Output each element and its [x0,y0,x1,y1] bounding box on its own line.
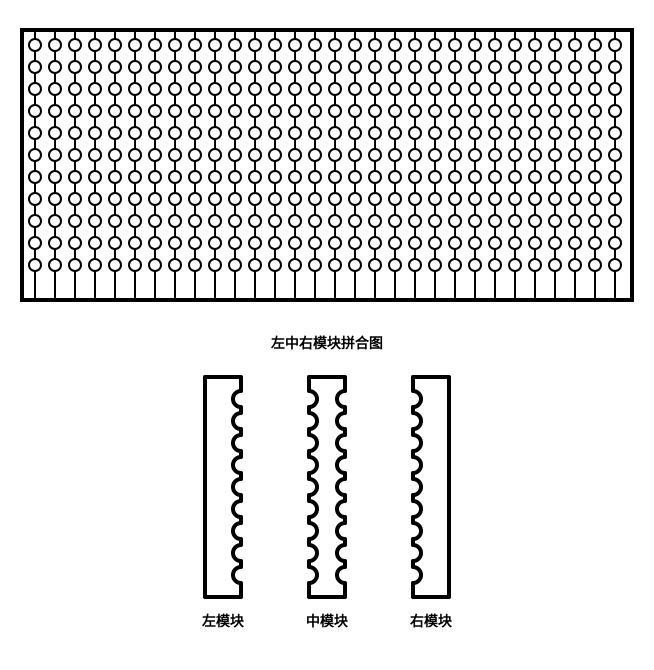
module-right: 右模块 [409,373,453,631]
assembled-caption: 左中右模块拼合图 [271,333,383,353]
module-left: 左模块 [201,373,245,631]
module-right-svg [409,373,453,601]
module-center-svg [305,373,349,601]
module-left-svg [201,373,245,601]
module-right-label: 右模块 [410,611,452,631]
assembled-svg [12,20,642,310]
modules-row: 左模块 中模块 右模块 [201,373,453,631]
module-center-label: 中模块 [306,611,348,631]
module-left-label: 左模块 [202,611,244,631]
module-center: 中模块 [305,373,349,631]
assembled-diagram [12,20,642,315]
